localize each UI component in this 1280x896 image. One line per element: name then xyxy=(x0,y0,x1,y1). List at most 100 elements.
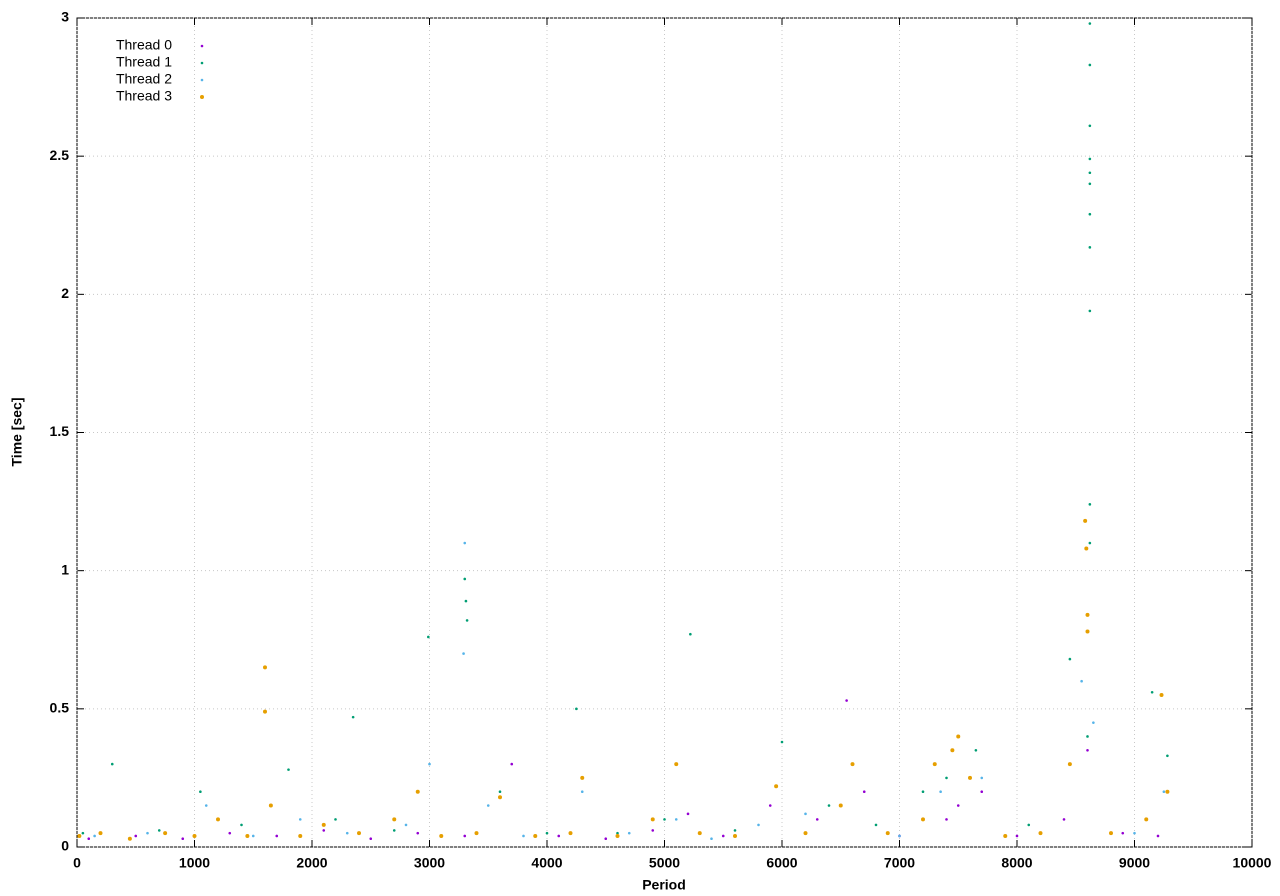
point xyxy=(464,599,468,603)
legend-marker xyxy=(200,61,204,65)
point xyxy=(780,740,784,744)
point xyxy=(146,831,149,835)
point xyxy=(980,776,984,780)
point xyxy=(956,804,960,807)
point xyxy=(263,709,267,714)
point xyxy=(216,817,220,822)
point xyxy=(522,834,525,838)
point xyxy=(498,795,502,800)
point xyxy=(850,762,855,767)
point xyxy=(462,652,465,655)
point xyxy=(663,818,666,821)
point xyxy=(345,831,349,835)
point xyxy=(1080,679,1083,683)
point xyxy=(474,831,479,836)
x-tick-label: 4000 xyxy=(531,855,562,871)
point xyxy=(1144,817,1149,822)
point xyxy=(1083,518,1088,523)
point xyxy=(689,632,692,636)
point xyxy=(921,790,925,794)
y-tick-label: 3 xyxy=(61,9,69,25)
point xyxy=(616,831,619,835)
point xyxy=(463,834,467,838)
point xyxy=(1086,748,1089,752)
point xyxy=(898,834,901,838)
point xyxy=(1062,818,1066,821)
point xyxy=(885,831,890,836)
x-tick-label: 7000 xyxy=(884,855,915,871)
point xyxy=(486,804,490,807)
point xyxy=(287,768,290,771)
point xyxy=(1088,541,1092,545)
point xyxy=(697,831,702,836)
point xyxy=(1088,22,1092,25)
point xyxy=(510,762,514,766)
point xyxy=(1088,124,1092,128)
x-tick-label: 6000 xyxy=(766,855,797,871)
point xyxy=(557,834,561,838)
point xyxy=(1162,790,1166,794)
y-tick-label: 0.5 xyxy=(50,700,70,716)
point xyxy=(803,831,808,836)
point xyxy=(1088,171,1092,175)
y-tick-label: 2 xyxy=(61,285,69,301)
point xyxy=(1088,157,1092,161)
point xyxy=(415,789,420,794)
legend-marker xyxy=(200,44,204,48)
point xyxy=(228,831,232,835)
point xyxy=(1109,831,1113,836)
point xyxy=(568,831,573,836)
point xyxy=(827,804,831,807)
point xyxy=(615,833,620,838)
y-tick-label: 0 xyxy=(61,838,69,854)
legend-marker xyxy=(200,95,204,99)
point xyxy=(774,784,779,789)
legend-label: Thread 1 xyxy=(116,54,172,70)
point xyxy=(815,818,819,821)
point xyxy=(81,831,85,835)
point xyxy=(334,818,337,821)
point xyxy=(298,818,302,821)
point xyxy=(498,790,502,794)
point xyxy=(580,790,584,794)
legend-marker xyxy=(200,78,204,82)
point xyxy=(416,831,420,835)
point xyxy=(134,834,138,838)
point xyxy=(240,823,243,827)
point xyxy=(1156,834,1160,838)
legend-label: Thread 0 xyxy=(116,37,172,53)
point xyxy=(533,833,538,838)
x-tick-label: 1000 xyxy=(179,855,210,871)
point xyxy=(1068,657,1072,661)
point xyxy=(1159,693,1164,698)
point xyxy=(351,715,355,719)
point xyxy=(392,829,396,832)
point xyxy=(1092,721,1095,724)
point xyxy=(932,762,937,767)
point xyxy=(757,823,760,827)
x-tick-label: 5000 xyxy=(649,855,680,871)
point xyxy=(1085,629,1090,634)
point xyxy=(1088,63,1092,67)
point xyxy=(956,734,961,739)
point xyxy=(199,790,202,794)
point xyxy=(93,834,96,838)
point xyxy=(263,665,267,670)
point xyxy=(1027,823,1031,827)
point xyxy=(686,812,690,816)
x-tick-label: 10000 xyxy=(1233,855,1272,871)
point xyxy=(575,707,578,711)
point xyxy=(192,833,197,838)
point xyxy=(721,834,725,838)
legend-label: Thread 3 xyxy=(116,88,172,104)
point xyxy=(181,837,185,841)
point xyxy=(321,822,326,827)
point xyxy=(974,748,978,752)
point xyxy=(1038,831,1043,836)
point xyxy=(945,776,948,780)
point xyxy=(1086,735,1089,738)
legend-label: Thread 2 xyxy=(116,71,172,87)
point xyxy=(439,833,444,838)
point xyxy=(110,762,114,766)
